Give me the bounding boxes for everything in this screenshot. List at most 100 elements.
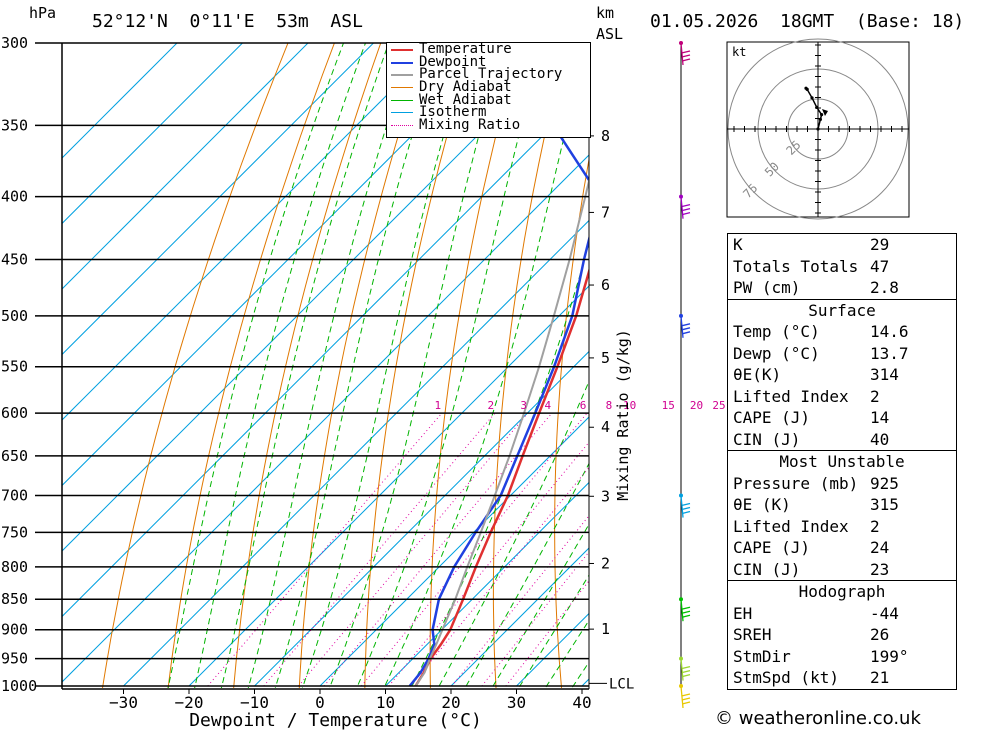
- hodograph-point: [816, 127, 820, 131]
- legend-label: Isotherm: [419, 104, 487, 121]
- index-label: PW (cm): [733, 278, 801, 297]
- index-value: 21: [870, 668, 890, 687]
- wind-barb-staff: [680, 685, 684, 709]
- hodograph-point: [820, 113, 824, 117]
- legend-label: Dry Adiabat: [419, 79, 512, 96]
- x-tick-label: 30: [507, 693, 526, 712]
- index-label: StmDir: [733, 646, 791, 666]
- index-label: Totals Totals: [733, 256, 859, 276]
- wet-adiabat-line: [356, 43, 544, 688]
- legend-swatch: [391, 99, 413, 101]
- legend-item-temperature: Temperature: [387, 41, 590, 57]
- mixing-ratio-line: [361, 412, 588, 687]
- index-value: 199°: [870, 646, 909, 666]
- pressure-tick-label: 500: [1, 307, 28, 325]
- legend-label: Temperature: [419, 41, 512, 57]
- x-tick-label: −20: [175, 693, 204, 712]
- index-value: 24: [870, 538, 890, 557]
- mixing-ratio-value-label: 1: [435, 399, 442, 412]
- wind-barb-flag: [681, 697, 691, 701]
- pressure-tick-label: 400: [1, 188, 28, 206]
- storm-motion-marker: [822, 109, 828, 116]
- section-title: Most Unstable: [779, 452, 905, 471]
- index-row: θE (K) 315: [728, 494, 956, 516]
- dry-adiabat-line: [298, 43, 428, 688]
- legend-label: Wet Adiabat: [419, 91, 512, 108]
- credit-footer[interactable]: © weatheronline.co.uk: [715, 708, 921, 729]
- wet-adiabat-line: [194, 43, 367, 688]
- index-label: StmSpd (kt): [733, 668, 839, 687]
- wet-adiabat-line: [220, 43, 390, 688]
- pressure-tick-label: 850: [1, 590, 28, 608]
- datetime-title: 01.05.2026 18GMT (Base: 18): [650, 11, 965, 32]
- index-label: θE(K): [733, 365, 782, 384]
- index-row: CAPE (J) 24: [728, 537, 956, 559]
- x-tick-label: −30: [109, 693, 138, 712]
- x-tick-label: 40: [572, 693, 591, 712]
- wind-barb-flag: [681, 327, 691, 331]
- wind-barb-flag: [681, 323, 691, 327]
- isotherm-line: [62, 43, 505, 487]
- wind-barb-flag: [681, 693, 691, 697]
- wind-barb-flag: [681, 673, 691, 678]
- index-value: 26: [870, 625, 890, 644]
- legend-item-parcel: Parcel Trajectory: [387, 67, 590, 81]
- wind-barb-flag: [681, 54, 691, 58]
- index-label: CIN (J): [733, 559, 801, 579]
- wind-barb-flag: [681, 331, 691, 335]
- series-parcel-trajectory: [414, 176, 589, 687]
- wind-barb-flag: [681, 669, 691, 674]
- wind-barb-icon: [680, 599, 691, 622]
- mixing-ratio-value-label: 10: [623, 399, 636, 412]
- index-value: 14: [870, 408, 890, 427]
- pressure-tick-label: 600: [1, 404, 28, 422]
- legend-item-mixing-ratio: Mixing Ratio: [387, 118, 590, 132]
- x-tick-label: 20: [441, 693, 460, 712]
- isotherm-line: [319, 416, 589, 687]
- index-row: Dewp (°C) 13.7: [728, 343, 956, 365]
- dry-adiabat-line: [671, 6, 712, 712]
- index-row: EH -44: [728, 603, 956, 625]
- height-tick-label: 7: [601, 203, 610, 221]
- index-row: PW (cm) 2.8: [728, 277, 956, 299]
- index-value: 314: [870, 365, 899, 384]
- isotherm-line: [254, 350, 589, 687]
- height-tick-label: 8: [601, 127, 610, 145]
- x-tick-label: 10: [376, 693, 395, 712]
- isotherm-line: [62, 154, 589, 683]
- pressure-tick-label: 900: [1, 621, 28, 639]
- index-value: 925: [870, 473, 899, 493]
- mixing-ratio-value-label: 3: [520, 399, 527, 412]
- index-value: 14.6: [870, 322, 909, 341]
- index-row: CAPE (J) 14: [728, 407, 956, 429]
- pressure-tick-label: 300: [1, 34, 28, 52]
- index-row: Totals Totals 47: [728, 256, 956, 278]
- isotherm-line: [62, 43, 243, 225]
- wet-adiabat-line: [301, 43, 472, 688]
- mixing-ratio-axis-title: Mixing Ratio (g/kg): [614, 329, 632, 501]
- pressure-tick-label: 950: [1, 650, 28, 668]
- index-label: Temp (°C): [733, 322, 820, 341]
- pressure-tick-label: 550: [1, 358, 28, 376]
- height-tick-label: 1: [601, 620, 610, 638]
- index-label: Lifted Index: [733, 386, 849, 406]
- wind-barb-flag: [681, 212, 691, 216]
- section-title: Surface: [808, 300, 876, 320]
- wind-barb-flag: [681, 701, 691, 705]
- legend-swatch: [391, 87, 413, 89]
- index-value: 315: [870, 495, 899, 514]
- index-label: Pressure (mb): [733, 473, 859, 493]
- hodograph-point: [804, 86, 808, 90]
- pressure-tick-label: 750: [1, 523, 28, 541]
- chart-legend: Temperature Dewpoint Parcel Trajectory D…: [386, 42, 591, 138]
- dry-adiabat-line: [429, 43, 521, 688]
- isotherm-line: [188, 285, 589, 687]
- legend-item-dry-adiabat: Dry Adiabat: [387, 79, 590, 96]
- index-label: SREH: [733, 625, 772, 644]
- index-label: θE (K): [733, 495, 791, 514]
- mixing-ratio-line: [263, 412, 496, 687]
- x-axis-title: Dewpoint / Temperature (°C): [189, 710, 482, 731]
- mixing-ratio-value-label: 2: [488, 399, 495, 412]
- isotherm-line: [450, 547, 589, 687]
